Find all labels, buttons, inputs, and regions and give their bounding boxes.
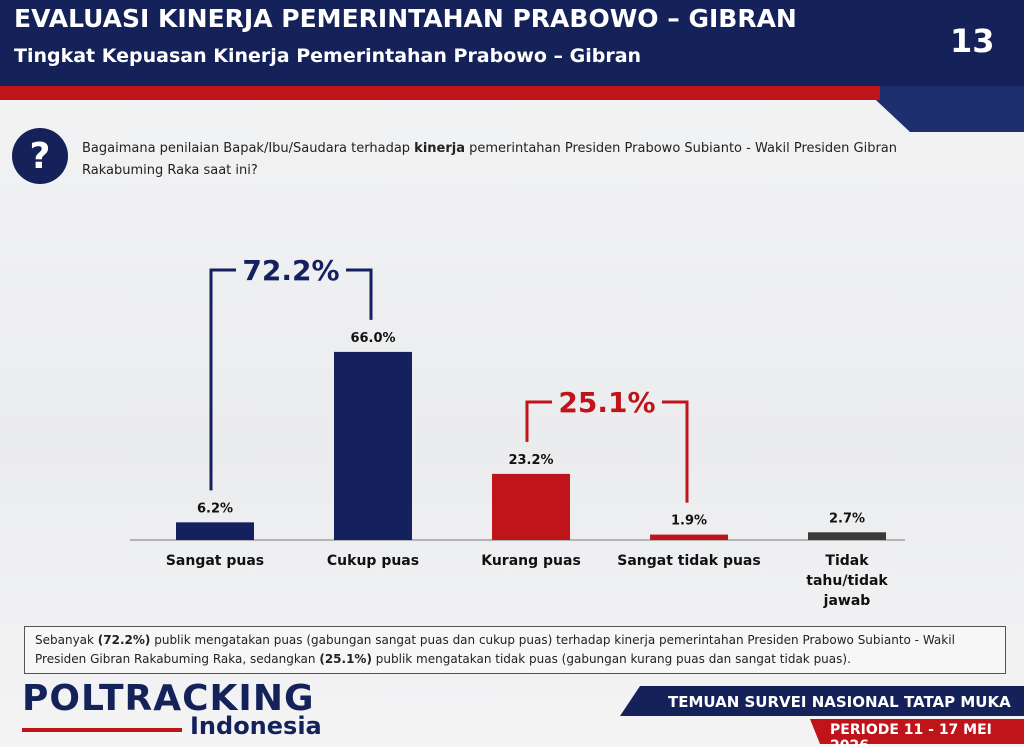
- text-run: (72.2%): [97, 633, 151, 647]
- bar: [176, 522, 254, 540]
- text-run: kinerja: [414, 141, 465, 156]
- bracket-label: 72.2%: [242, 254, 339, 287]
- header-shapes: [0, 0, 1024, 132]
- bar: [650, 534, 728, 540]
- x-tick-label: Sangat tidak puas: [617, 553, 761, 569]
- x-tick-label: Sangat puas: [165, 553, 265, 569]
- value-label: 1.9%: [671, 514, 707, 529]
- note: Sebanyak (72.2%) publik mengatakan puas …: [24, 626, 1006, 674]
- question: Bagaimana penilaian Bapak/Ibu/Saudara te…: [82, 138, 932, 182]
- x-tick-label: Tidak tahu/tidak jawab: [806, 553, 888, 609]
- bracket: [209, 268, 236, 491]
- x-tick-label: Cukup puas: [326, 553, 420, 569]
- text-run: Bagaimana penilaian Bapak/Ibu/Saudara te…: [82, 141, 415, 156]
- bracket-label: 25.1%: [558, 386, 655, 419]
- bar: [492, 473, 570, 540]
- text-run: publik mengatakan tidak puas (gabungan k…: [371, 652, 851, 666]
- footer-period: PERIODE 11 - 17 MEI 2026: [830, 722, 992, 747]
- bar: [334, 351, 412, 540]
- text-run: publik mengatakan puas (gabungan sangat …: [35, 633, 955, 666]
- subtitle: Tingkat Kepuasan Kinerja Pemerintahan Pr…: [14, 45, 642, 67]
- footer-survey: TEMUAN SURVEI NASIONAL TATAP MUKA: [668, 693, 1011, 711]
- value-label: 23.2%: [508, 453, 553, 468]
- text-run: Sebanyak: [35, 633, 98, 647]
- logo-sub: Indonesia: [190, 712, 322, 740]
- title: EVALUASI KINERJA PEMERINTAHAN PRABOWO – …: [14, 4, 797, 33]
- value-label: 2.7%: [829, 511, 865, 526]
- logo-underline: [22, 728, 182, 732]
- text-run: pemerintahan Presiden Prabowo Subianto -…: [82, 141, 898, 178]
- text-run: (25.1%): [319, 652, 372, 666]
- logo: POLTRACKING: [22, 678, 315, 719]
- value-label: 6.2%: [197, 501, 233, 516]
- bracket: [346, 268, 373, 320]
- x-tick-label: Kurang puas: [481, 553, 581, 569]
- bracket: [662, 400, 689, 503]
- value-label: 66.0%: [350, 331, 395, 346]
- bracket: [525, 400, 552, 442]
- bar: [808, 532, 886, 540]
- page-number: 13: [950, 22, 995, 60]
- footer-bands: [620, 686, 1024, 744]
- chart: 6.2% 66.0% 23.2% 1.9% 2.7% 72.2% 25.1%: [130, 254, 905, 541]
- question-icon: ?: [12, 128, 68, 184]
- svg-text:?: ?: [30, 136, 51, 177]
